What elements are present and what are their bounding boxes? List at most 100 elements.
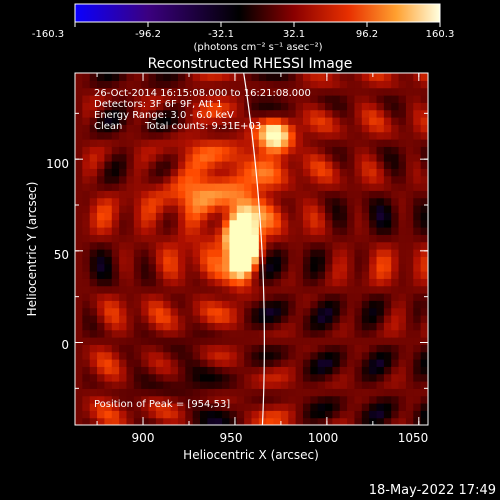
heatmap-cell: [376, 131, 385, 140]
heatmap-cell: [266, 95, 275, 103]
heatmap-cell: [126, 80, 135, 89]
heatmap-cell: [200, 359, 208, 367]
heatmap-cell: [119, 131, 128, 140]
heatmap-cell: [207, 351, 216, 360]
heatmap-cell: [192, 227, 201, 235]
heatmap-cell: [310, 95, 319, 103]
heatmap-cell: [89, 271, 98, 279]
heatmap-cell: [391, 95, 400, 103]
heatmap-cell: [222, 263, 231, 272]
heatmap-cell: [89, 73, 98, 81]
heatmap-cell: [236, 124, 245, 133]
heatmap-cell: [97, 315, 106, 323]
heatmap-cell: [347, 131, 356, 140]
heatmap-cell: [104, 146, 113, 155]
heatmap-cell: [391, 197, 400, 206]
heatmap-cell: [89, 344, 98, 353]
heatmap-cell: [317, 403, 326, 411]
heatmap-cell: [288, 256, 297, 265]
heatmap-cell: [258, 359, 267, 367]
heatmap-cell: [273, 249, 282, 257]
heatmap-cell: [405, 403, 414, 411]
heatmap-cell: [280, 197, 289, 206]
heatmap-cell: [332, 285, 341, 294]
heatmap-cell: [170, 307, 179, 316]
heatmap-cell: [347, 227, 356, 235]
heatmap-cell: [376, 329, 385, 338]
heatmap-cell: [133, 293, 142, 301]
heatmap-cell: [75, 212, 83, 221]
heatmap-cell: [339, 417, 348, 425]
heatmap-cell: [325, 285, 333, 294]
heatmap-cell: [126, 337, 135, 345]
heatmap-cell: [119, 249, 128, 257]
heatmap-cell: [222, 139, 231, 147]
heatmap-cell: [141, 381, 150, 389]
heatmap-cell: [222, 315, 231, 323]
heatmap-cell: [266, 285, 275, 294]
heatmap-cell: [302, 227, 311, 235]
heatmap-cell: [97, 227, 106, 235]
heatmap-cell: [185, 344, 194, 353]
heatmap-cell: [185, 329, 194, 338]
heatmap-cell: [266, 87, 275, 96]
heatmap-cell: [288, 190, 297, 199]
heatmap-cell: [82, 87, 91, 96]
heatmap-cell: [347, 271, 356, 279]
heatmap-cell: [383, 168, 392, 177]
heatmap-cell: [200, 271, 208, 279]
heatmap-cell: [229, 263, 238, 272]
heatmap-cell: [398, 153, 407, 162]
heatmap-cell: [280, 307, 289, 316]
heatmap-cell: [133, 87, 142, 96]
heatmap-cell: [214, 73, 223, 81]
heatmap-cell: [266, 359, 275, 367]
heatmap-cell: [163, 197, 172, 206]
heatmap-cell: [361, 190, 370, 199]
heatmap-cell: [413, 95, 422, 103]
heatmap-cell: [413, 109, 422, 118]
heatmap-cell: [97, 344, 106, 353]
heatmap-cell: [295, 153, 304, 162]
heatmap-cell: [413, 300, 422, 309]
heatmap-cell: [302, 417, 311, 425]
heatmap-cell: [383, 322, 392, 331]
heatmap-cell: [317, 227, 326, 235]
heatmap-cell: [229, 278, 238, 287]
heatmap-cell: [163, 403, 172, 411]
heatmap-cell: [207, 388, 216, 397]
heatmap-cell: [133, 417, 142, 425]
heatmap-cell: [89, 403, 98, 411]
heatmap-cell: [126, 351, 135, 360]
heatmap-cell: [141, 403, 150, 411]
heatmap-cell: [398, 219, 407, 228]
heatmap-cell: [339, 403, 348, 411]
heatmap-cell: [420, 131, 428, 140]
heatmap-cell: [302, 146, 311, 155]
heatmap-cell: [192, 388, 201, 397]
heatmap-cell: [376, 307, 385, 316]
heatmap-cell: [148, 153, 157, 162]
heatmap-cell: [347, 205, 356, 213]
heatmap-cell: [354, 197, 363, 206]
heatmap-cell: [214, 293, 223, 301]
heatmap-cell: [251, 117, 260, 125]
heatmap-cell: [332, 219, 341, 228]
heatmap-cell: [222, 285, 231, 294]
heatmap-cell: [192, 212, 201, 221]
heatmap-cell: [288, 351, 297, 360]
heatmap-cell: [339, 183, 348, 191]
heatmap-cell: [141, 395, 150, 404]
heatmap-cell: [258, 337, 267, 345]
heatmap-cell: [339, 212, 348, 221]
heatmap-cell: [214, 168, 223, 177]
heatmap-cell: [141, 183, 150, 191]
heatmap-cell: [391, 395, 400, 404]
heatmap-cell: [383, 307, 392, 316]
heatmap-cell: [302, 293, 311, 301]
annotation-method: Clean: [94, 121, 122, 132]
heatmap-cell: [126, 87, 135, 96]
heatmap-cell: [420, 117, 428, 125]
heatmap-cell: [361, 161, 370, 169]
heatmap-cell: [325, 153, 333, 162]
